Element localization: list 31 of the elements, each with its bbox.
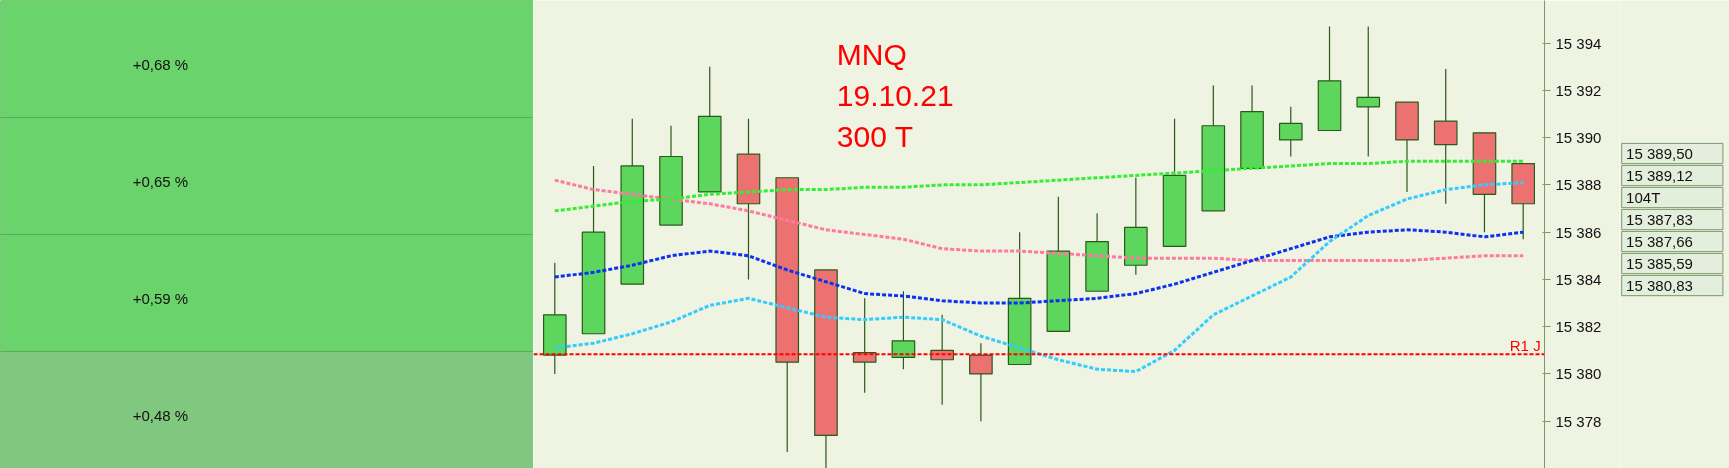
ref-line-label: R1 J (1509, 337, 1541, 355)
text: 15 389,50 (1626, 145, 1693, 163)
line-series (553, 228, 1525, 305)
y-tick-label: 15 380 (1555, 365, 1602, 383)
candlestick (1433, 68, 1458, 205)
y-tick-label: 15 394 (1555, 34, 1602, 52)
text: 104T (1626, 189, 1661, 207)
y-tick-label: 15 378 (1555, 412, 1602, 430)
text: 15 385,59 (1626, 255, 1693, 273)
text: +0,65 % (132, 173, 189, 191)
candlestick (969, 342, 993, 422)
candlestick (852, 297, 877, 394)
y-tick-label: 15 390 (1555, 129, 1602, 147)
candlestick (891, 290, 916, 370)
text: 15 389,12 (1626, 167, 1693, 185)
y-tick-label: 15 386 (1555, 223, 1602, 241)
text: 15 380,83 (1626, 277, 1693, 295)
text: +0,68 % (132, 56, 189, 74)
text: +0,48 % (132, 407, 189, 425)
text: 15 387,83 (1626, 211, 1693, 229)
y-tick-label: 15 384 (1555, 270, 1602, 288)
y-tick-label: 15 392 (1555, 81, 1602, 99)
line-series (553, 178, 1525, 262)
candlestick (1356, 25, 1381, 158)
text: +0,59 % (132, 290, 189, 308)
candlestick (1278, 106, 1303, 158)
text: MNQ 19.10.21 300 T (836, 37, 954, 154)
y-tick-label: 15 382 (1555, 318, 1602, 336)
text: 15 387,66 (1626, 233, 1693, 251)
line-series (553, 159, 1525, 213)
y-tick-label: 15 388 (1555, 176, 1602, 194)
